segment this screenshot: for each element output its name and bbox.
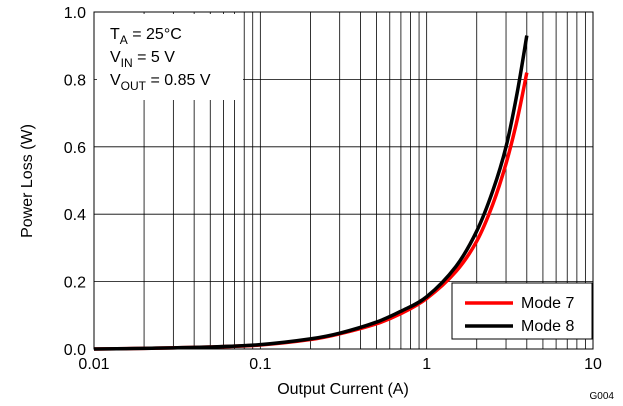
y-axis-label: Power Loss (W) — [19, 124, 36, 238]
annotation-background — [97, 14, 243, 100]
series-line-mode-8 — [93, 35, 529, 351]
legend-box — [451, 282, 593, 340]
test-conditions-annotation: TA = 25°C VIN = 5 V VOUT = 0.85 V — [110, 26, 211, 93]
x-tick-label: 10 — [584, 356, 602, 373]
y-tick-label: 0.2 — [64, 275, 86, 292]
plot-frame — [93, 11, 594, 350]
legend: Mode 7 Mode 8 — [451, 282, 593, 340]
x-tick-label: 0.01 — [78, 356, 109, 373]
y-tick-label: 1.0 — [64, 5, 86, 22]
legend-label-mode-7: Mode 7 — [521, 295, 574, 312]
y-tick-label: 0.4 — [64, 207, 86, 224]
x-tick-label: 1 — [422, 356, 431, 373]
x-axis-label: Output Current (A) — [277, 381, 409, 398]
annotation-output-voltage: VOUT = 0.85 V — [110, 72, 211, 93]
annotation-temperature: TA = 25°C — [110, 26, 182, 47]
figure-code: G004 — [590, 391, 615, 402]
y-tick-label: 0.6 — [64, 140, 86, 157]
legend-label-mode-8: Mode 8 — [521, 318, 574, 335]
x-tick-label: 0.1 — [249, 356, 271, 373]
y-tick-label: 0.0 — [64, 342, 86, 359]
tick-labels: 0.01 0.1 1 10 0.0 0.2 0.4 0.6 0.8 1.0 — [64, 5, 602, 373]
y-tick-label: 0.8 — [64, 72, 86, 89]
annotation-input-voltage: VIN = 5 V — [110, 49, 175, 70]
series-layer — [93, 35, 529, 351]
